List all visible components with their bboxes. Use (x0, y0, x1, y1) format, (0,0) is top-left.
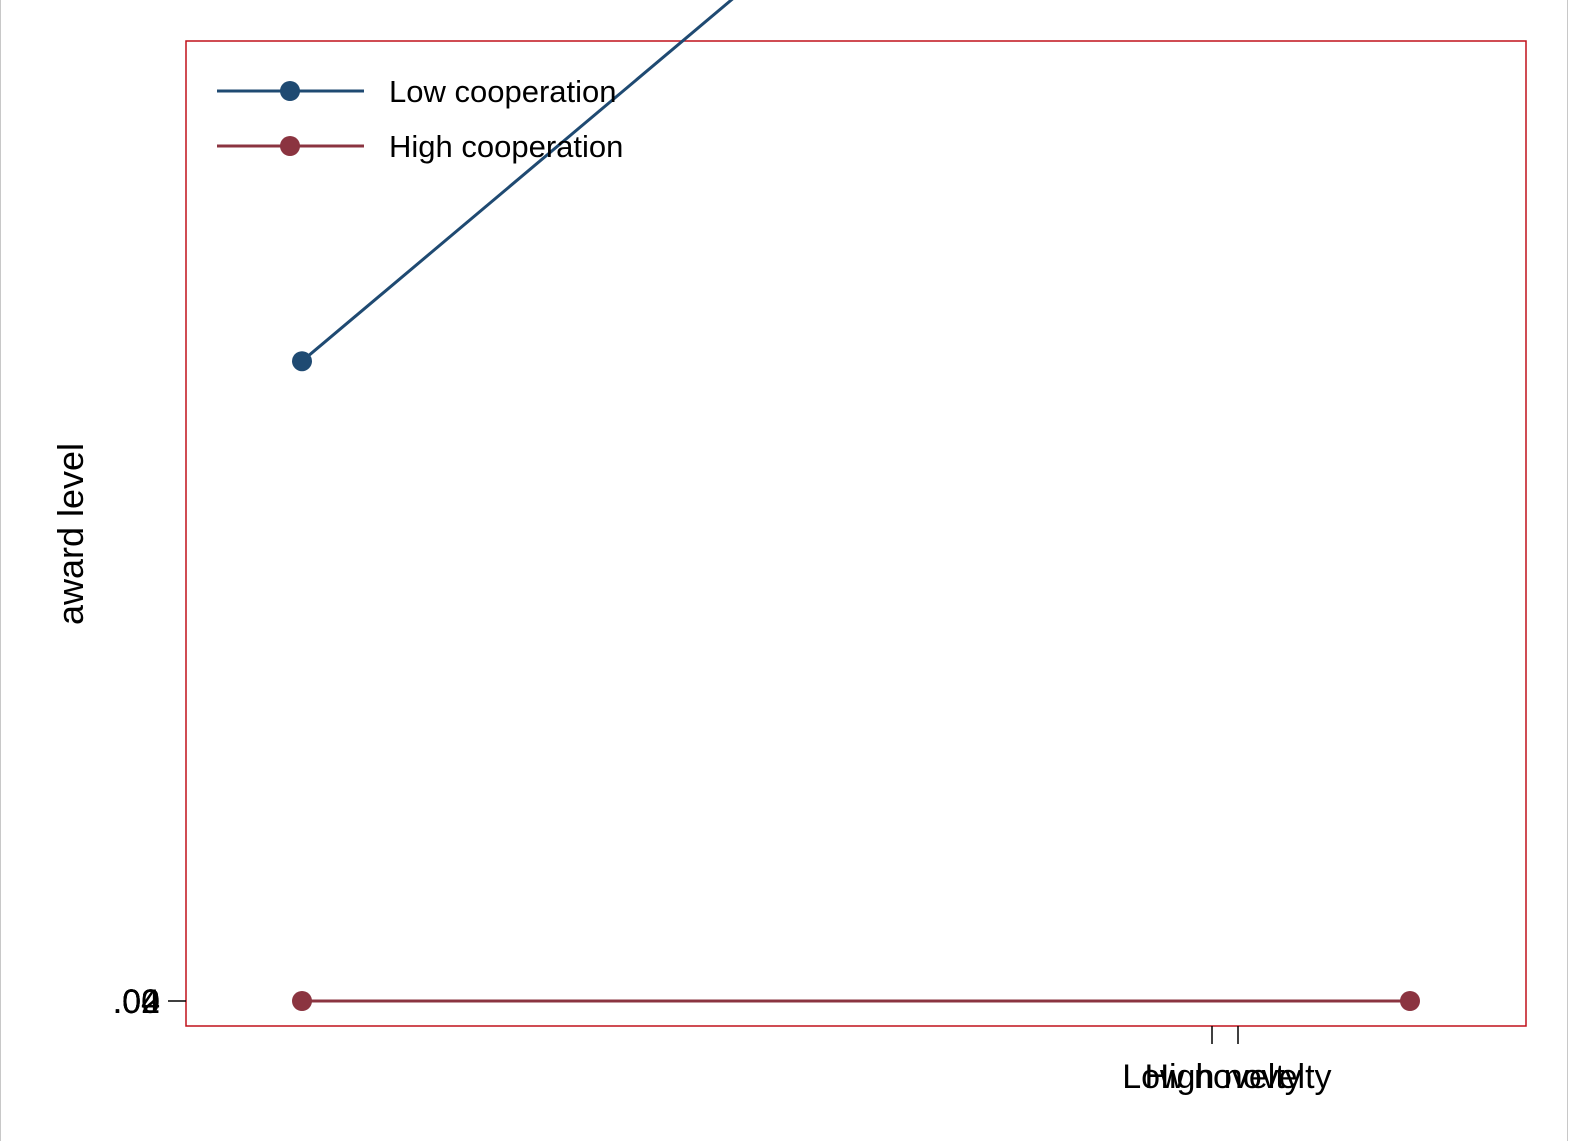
y-tick-label: .02 (113, 983, 160, 1021)
x-ticks (1211, 1026, 1239, 1044)
data-point (292, 991, 312, 1011)
y-tick-labels: .04.020.02.04 (113, 983, 160, 1021)
y-tick-label: .04 (113, 983, 160, 1021)
legend-label: Low cooperation (389, 74, 617, 109)
y-tick-label: 0 (141, 983, 160, 1021)
data-point (292, 351, 312, 372)
y-axis-title: award level (50, 443, 91, 625)
legend: Low cooperation High cooperation (217, 74, 623, 164)
y-axis: .04.020.02.04 award level (50, 443, 186, 1021)
plot-area (185, 40, 1527, 1027)
x-tick-label: High novelty (1144, 1058, 1331, 1096)
legend-marker (280, 136, 300, 156)
series-line (301, 0, 734, 363)
x-tick-label: Low novelty (1122, 1058, 1302, 1096)
data-point (1400, 991, 1420, 1011)
y-tick-label: .04 (113, 983, 160, 1021)
series-layer (292, 0, 1420, 1011)
legend-label: High cooperation (389, 129, 623, 164)
y-tick-label: .02 (113, 983, 160, 1021)
legend-marker (280, 81, 300, 101)
